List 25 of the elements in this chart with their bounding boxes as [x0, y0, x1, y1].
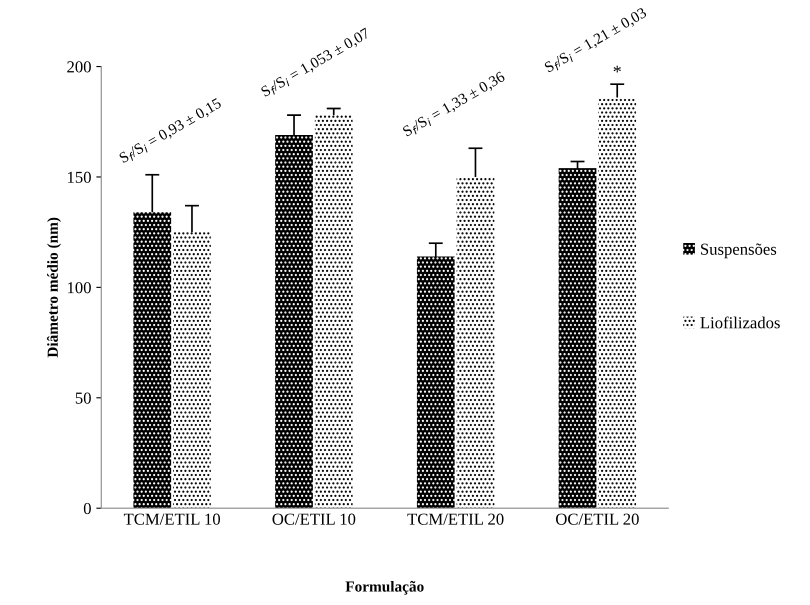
y-tick-label: 150	[68, 172, 91, 183]
bar	[275, 135, 313, 508]
annotation: S$_{f}$/S$_{i}$ = 1,053 ± 0,07	[260, 27, 372, 99]
x-tick-label: TCM/ETIL 20	[407, 514, 504, 525]
legend-label: Liofilizados	[700, 316, 780, 328]
bar	[558, 168, 596, 508]
bar	[598, 97, 636, 508]
bar	[456, 176, 494, 508]
annotation: *	[614, 66, 621, 72]
annotation: S$_{f}$/S$_{i}$ = 1,33 ± 0,36	[402, 71, 507, 139]
bar	[314, 115, 353, 508]
x-tick-label: OC/ETIL 10	[272, 514, 356, 525]
y-tick-label: 50	[76, 392, 91, 404]
y-tick-label: 0	[84, 502, 91, 514]
x-tick-label: TCM/ETIL 10	[124, 514, 220, 525]
bar	[133, 212, 172, 508]
y-tick-label: 200	[67, 61, 91, 72]
legend-label: Suspensões	[701, 243, 776, 258]
x-tick-label: OC/ETIL 20	[556, 514, 639, 525]
x-axis-title: Formulação	[346, 580, 424, 595]
annotation: S$_{f}$/S$_{i}$ = 0,93 ± 0,15	[118, 98, 224, 166]
bar	[416, 256, 455, 508]
y-axis-title: Diâmetro médio (nm)	[46, 218, 61, 358]
y-tick-label: 100	[68, 282, 91, 294]
bar	[173, 232, 211, 508]
